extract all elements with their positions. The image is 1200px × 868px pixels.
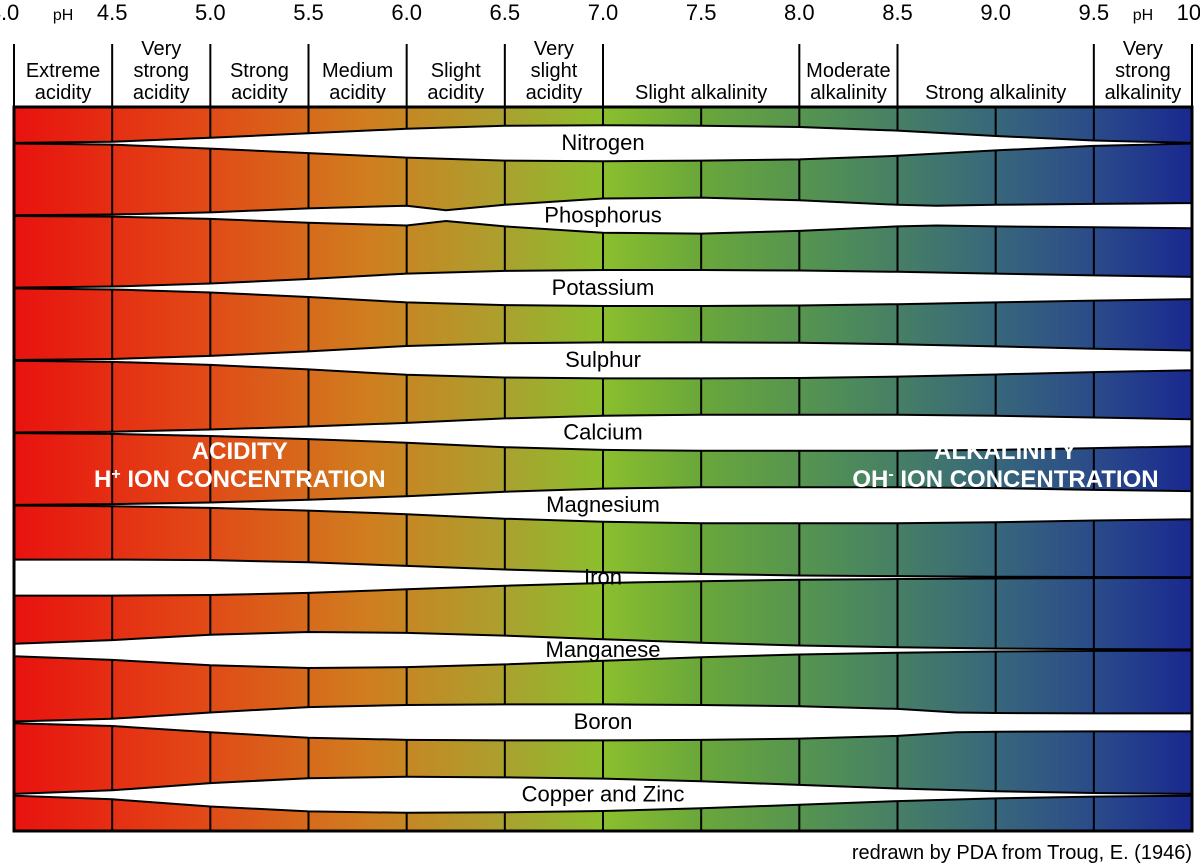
ph-tick-label: 7.0 (588, 0, 619, 25)
ph-tick-label: 6.5 (490, 0, 521, 25)
region-label-line1: ACIDITY (192, 438, 288, 465)
zone-label: acidity (231, 82, 288, 104)
zone-label: Medium (322, 60, 393, 82)
ph-tick-label: 8.0 (784, 0, 815, 25)
zone-label: acidity (427, 82, 484, 104)
ph-tick-label: 5.0 (195, 0, 226, 25)
zone-label: strong (133, 60, 189, 82)
zone-label: acidity (133, 82, 190, 104)
ph-unit-right: pH (1133, 7, 1153, 24)
credit-text: redrawn by PDA from Troug, E. (1946) (852, 842, 1192, 864)
zone-label: acidity (35, 82, 92, 104)
ph-tick-label: 10.0 (1177, 0, 1200, 25)
zone-label: Extreme (26, 60, 100, 82)
region-label-line2: OH- ION CONCENTRATION (852, 466, 1158, 494)
zone-label: alkalinity (1105, 82, 1182, 104)
zone-label: Very (141, 38, 181, 60)
zone-label: Strong alkalinity (925, 82, 1066, 104)
zone-label: Moderate (806, 60, 891, 82)
zone-label: strong (1115, 60, 1171, 82)
region-label-line1: ALKALINITY (934, 438, 1077, 465)
zone-label: Slight (431, 60, 481, 82)
ph-tick-label: 4.5 (97, 0, 128, 25)
zone-label: acidity (329, 82, 386, 104)
ph-tick-label: 4.0 (0, 0, 19, 25)
ph-tick-label: 9.0 (980, 0, 1011, 25)
ph-unit-left: pH (53, 7, 73, 24)
zone-label: acidity (526, 82, 583, 104)
ph-nutrient-chart: 4.0 4.5 5.0 5.5 6.0 6.5 7.0 7.5 8.0 8.5 9.0 9.5 10.0… (0, 0, 1200, 868)
zone-label: Very (534, 38, 574, 60)
zone-label: Very (1123, 38, 1163, 60)
ph-tick-label: 6.0 (391, 0, 422, 25)
region-label-line2: H+ ION CONCENTRATION (94, 466, 386, 494)
ph-tick-label: 5.5 (293, 0, 324, 25)
ph-tick-label: 9.5 (1079, 0, 1110, 25)
ph-tick-label: 8.5 (882, 0, 913, 25)
zone-label: Slight alkalinity (635, 82, 767, 104)
zone-label: alkalinity (810, 82, 887, 104)
ph-tick-label: 7.5 (686, 0, 717, 25)
zone-label: Strong (230, 60, 289, 82)
zone-label: slight (531, 60, 578, 82)
